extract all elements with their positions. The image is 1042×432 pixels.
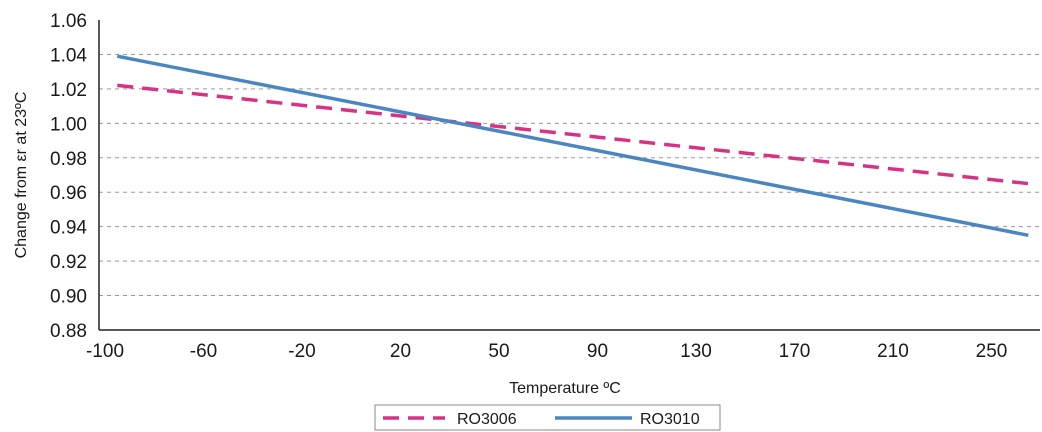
x-axis-title: Temperature ºC [509,380,621,397]
y-tick-label: 0.88 [50,321,87,342]
y-tick-label: 0.98 [50,149,87,170]
x-tick-label: 20 [390,341,411,362]
series-line-ro3006 [117,83,1029,186]
y-tick-label: 1.06 [50,11,87,32]
y-tick-label: 0.96 [50,183,87,204]
x-tick-label: -100 [86,341,124,362]
axes [98,20,1040,331]
y-tick-label: 0.90 [50,287,87,308]
legend-label-ro3006: RO3006 [457,411,517,428]
y-tick-label: 0.92 [50,252,87,273]
y-tick-label: 1.02 [50,80,87,101]
y-tick-labels: 0.88 0.90 0.92 0.94 0.96 0.98 1.00 1.02 1.04 1.06 [50,11,87,342]
legend: RO3006 RO3010 [374,404,721,431]
x-tick-label: -60 [190,341,217,362]
x-tick-label: 50 [488,341,509,362]
series-line-ro3010 [116,54,1029,238]
x-tick-label: 250 [976,341,1008,362]
y-axis-title: Change from εr at 23ºC [13,92,30,259]
x-tick-label: -20 [288,341,315,362]
y-tick-label: 1.00 [50,114,87,135]
gridlines [99,53,1040,297]
y-tick-label: 0.94 [50,218,87,239]
x-tick-label: 210 [877,341,909,362]
legend-label-ro3010: RO3010 [640,411,700,428]
y-tick-label: 1.04 [50,45,87,66]
x-tick-labels: -100 -60 -20 20 50 90 130 170 210 250 [86,341,1007,362]
x-tick-label: 130 [680,341,712,362]
x-tick-label: 90 [587,341,608,362]
x-tick-label: 170 [779,341,811,362]
legend-box [374,404,721,431]
series-lines [116,54,1029,238]
